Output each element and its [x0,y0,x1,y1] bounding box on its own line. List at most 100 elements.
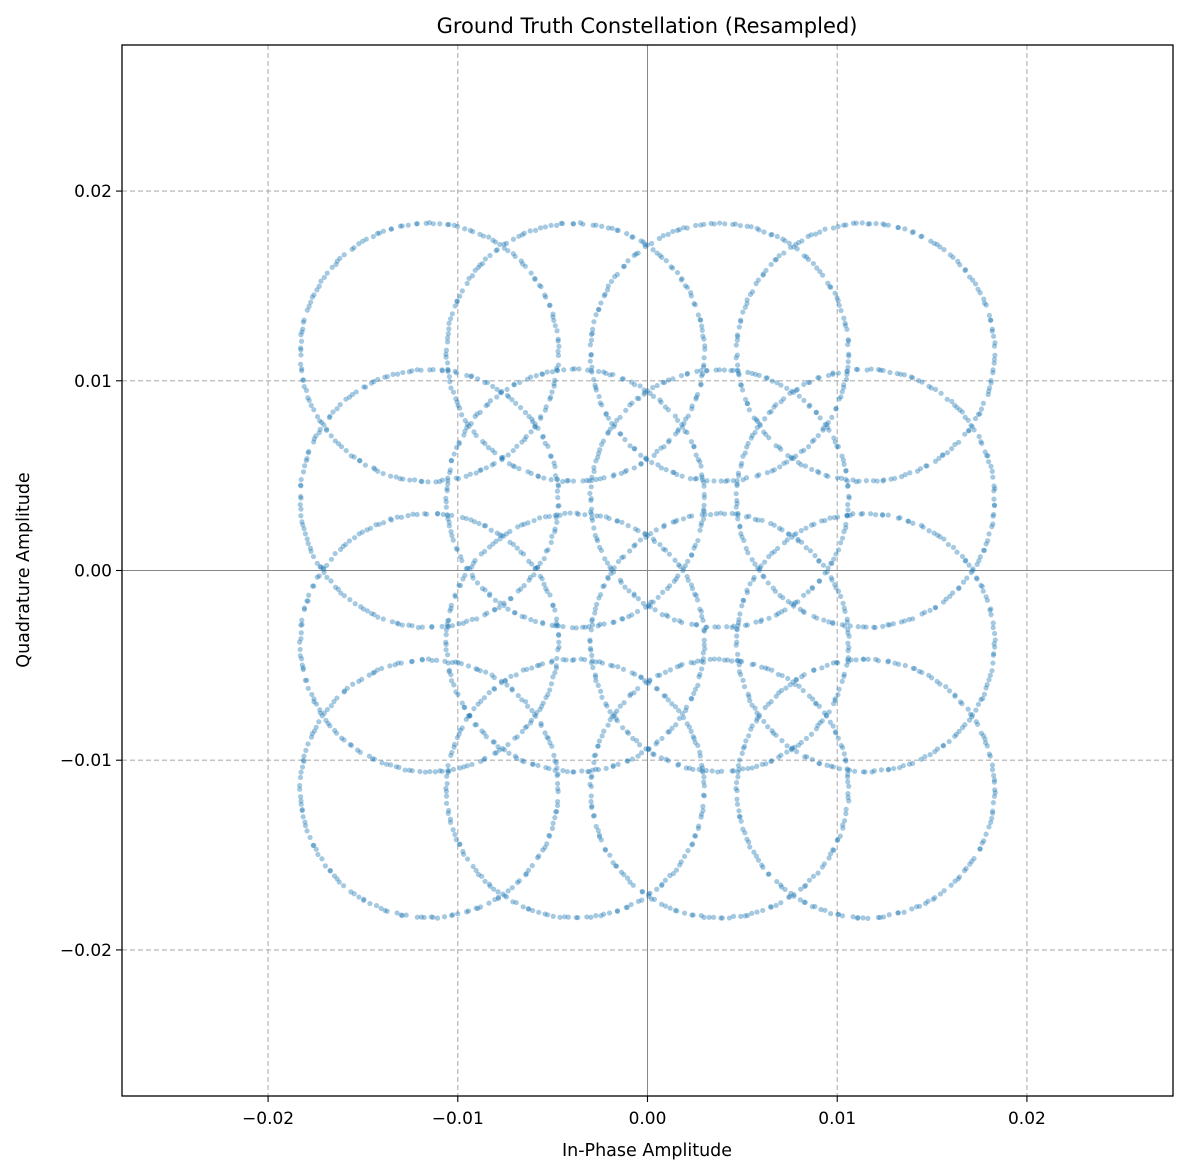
data-point [843,525,849,531]
data-point [886,766,892,772]
x-tick-label: 0.00 [629,1109,667,1129]
data-point [443,639,449,645]
data-point [512,735,518,741]
data-point [642,389,648,396]
data-point [631,446,637,452]
data-point [317,426,323,432]
data-point [528,270,534,276]
data-point [877,367,884,373]
data-point [865,915,871,922]
data-point [539,576,545,582]
data-point [353,389,359,395]
data-point [444,485,450,492]
data-point [443,800,450,806]
data-point [298,513,304,519]
data-point [297,646,303,653]
data-point [940,742,947,749]
data-point [763,267,769,274]
data-point [304,677,310,683]
data-point [680,715,687,721]
data-point [514,545,520,551]
data-point [592,610,598,616]
data-point [740,597,746,603]
data-point [650,393,657,399]
data-point [474,616,480,622]
data-point [992,644,998,650]
data-point [988,606,994,612]
data-point [489,462,495,468]
data-point [766,615,772,621]
data-point [758,618,764,625]
data-point [650,536,656,542]
data-point [840,600,846,606]
data-point [498,678,505,684]
data-point [473,666,479,672]
data-point [665,377,672,383]
data-point [685,413,691,419]
data-point [552,670,558,676]
data-point [536,662,542,668]
data-point [470,229,476,235]
data-point [830,620,836,627]
data-point [885,658,892,664]
data-point [734,337,740,343]
data-point [598,837,604,843]
data-point [520,551,527,557]
data-point [647,677,653,683]
data-point [446,668,452,675]
data-point [471,519,478,525]
data-point [540,847,546,853]
data-point [554,476,560,482]
data-point [971,427,977,433]
data-point [698,373,705,379]
data-point [509,687,515,693]
data-point [670,228,676,235]
data-point [503,240,509,246]
data-point [701,479,707,485]
data-point [991,360,997,366]
data-point [528,429,534,435]
data-point [537,225,544,231]
data-point [571,769,577,775]
data-point [505,742,511,748]
data-point [525,906,531,912]
data-point [783,685,789,691]
data-point [552,767,558,774]
data-point [701,355,707,361]
data-point [816,375,822,381]
data-point [990,474,996,480]
data-point [985,453,991,459]
data-point [681,225,687,231]
data-point [956,874,963,880]
data-point [780,396,787,402]
data-point [980,733,987,739]
data-point [778,900,784,906]
data-point [490,237,496,243]
data-point [621,872,627,878]
data-point [736,808,742,814]
data-point [552,323,558,329]
data-point [775,545,781,552]
data-point [692,542,698,548]
data-point [809,584,815,591]
data-point [301,605,308,611]
data-point [500,533,507,539]
data-point [965,706,971,712]
data-point [678,372,685,379]
data-point [685,577,691,583]
data-point [645,680,652,686]
data-point [693,592,699,599]
data-point [316,719,322,725]
data-point [303,457,309,464]
data-point [665,231,671,237]
data-point [745,765,751,772]
data-point [622,436,628,443]
data-point [892,475,898,482]
data-point [684,573,690,580]
data-point [580,478,586,484]
data-point [298,622,304,628]
data-point [302,531,308,537]
data-point [812,553,818,559]
data-point [513,672,519,678]
data-point [445,368,451,375]
